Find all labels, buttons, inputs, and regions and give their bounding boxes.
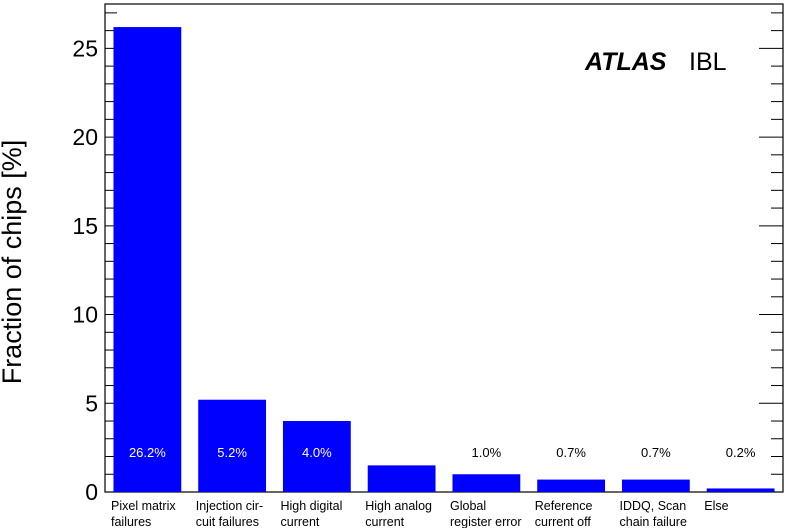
y-tick-label: 20: [72, 124, 98, 150]
category-label: Else: [704, 499, 728, 513]
category-label: High analog: [365, 499, 432, 513]
category-label: current off: [535, 515, 592, 528]
atlas-label: ATLAS: [584, 48, 667, 76]
plot-frame: [104, 3, 784, 493]
category-label: Reference: [535, 499, 593, 513]
bar-value-label: 1.5%: [387, 445, 417, 460]
bar-value-label: 0.2%: [726, 445, 756, 460]
y-tick-label: 15: [72, 213, 98, 239]
category-label: Global: [450, 499, 486, 513]
bar: [621, 479, 690, 492]
bar: [706, 488, 775, 492]
y-axis-label: Fraction of chips [%]: [0, 140, 27, 385]
y-tick-label: 25: [72, 35, 98, 61]
category-label: High digital: [281, 499, 343, 513]
bar-value-label: 0.7%: [556, 445, 586, 460]
category-label: current: [281, 515, 320, 528]
category-label: Pixel matrix: [111, 499, 176, 513]
category-label: chain failure: [620, 515, 687, 528]
category-label: register error: [450, 515, 522, 528]
labels-group: 26.2% Pixel matrix failures 5.2% Injection c…: [111, 445, 756, 528]
bar-value-label: 0.7%: [641, 445, 671, 460]
category-label: cuit failures: [196, 515, 259, 528]
category-label: failures: [111, 515, 151, 528]
category-label: current: [365, 515, 404, 528]
bar-value-label: 4.0%: [302, 445, 332, 460]
bar: [113, 27, 182, 492]
plot-axes: 0 5 10 15 20 25: [72, 3, 784, 505]
ibl-label: IBL: [689, 48, 727, 76]
category-label: Injection cir-: [196, 499, 263, 513]
bar-value-label: 26.2%: [129, 445, 166, 460]
y-tick-label: 10: [72, 302, 98, 328]
bars-group: [113, 27, 775, 492]
bar-value-label: 1.0%: [472, 445, 502, 460]
bar: [282, 421, 351, 492]
bar: [198, 399, 267, 492]
y-tick-label: 5: [85, 390, 98, 416]
category-label: IDDQ, Scan: [620, 499, 687, 513]
y-tick-label: 0: [85, 479, 98, 505]
bar: [367, 465, 436, 492]
bar-value-label: 5.2%: [217, 445, 247, 460]
bar: [537, 479, 606, 492]
bar: [452, 474, 521, 492]
